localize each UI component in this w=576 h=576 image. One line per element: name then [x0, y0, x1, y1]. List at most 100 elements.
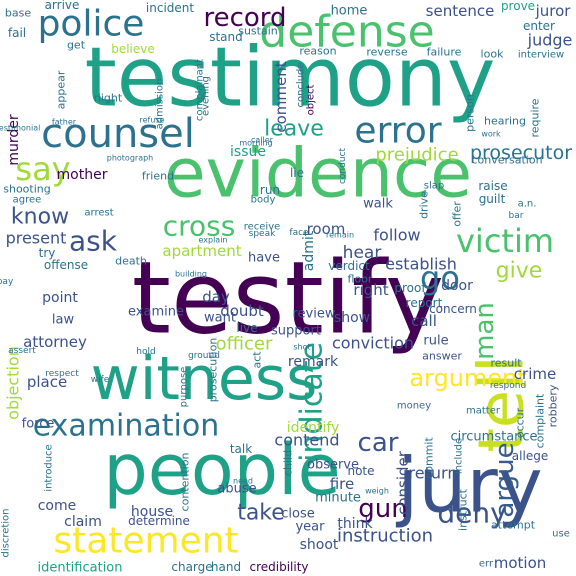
- cloud-word-give: give: [496, 259, 543, 284]
- cloud-word-prove: prove: [501, 0, 535, 13]
- cloud-word-statement: statement: [53, 521, 238, 562]
- cloud-word-police: police: [38, 4, 145, 45]
- cloud-word-hearing: hearing: [484, 115, 526, 128]
- cloud-word-determine: determine: [128, 514, 190, 528]
- cloud-word-car: car: [358, 428, 399, 458]
- cloud-word-argument: argument: [409, 364, 526, 392]
- cloud-word-report: report: [406, 296, 443, 310]
- cloud-word-victim: victim: [456, 222, 554, 260]
- cloud-word-floor: floor: [348, 273, 373, 286]
- cloud-word-remain: remain: [326, 231, 354, 240]
- cloud-word-enter: enter: [523, 19, 555, 33]
- cloud-word-failure: failure: [427, 46, 462, 59]
- cloud-word-object: object: [306, 85, 317, 116]
- cloud-word-point: point: [42, 290, 78, 306]
- cloud-word-face: face: [289, 228, 309, 238]
- cloud-word-death: death: [115, 255, 147, 268]
- cloud-word-purpose: purpose: [179, 367, 190, 408]
- cloud-word-matter: matter: [466, 406, 501, 417]
- cloud-word-arrest: arrest: [84, 208, 113, 219]
- cloud-word-think: think: [337, 516, 373, 532]
- cloud-word-establish: establish: [385, 255, 457, 274]
- cloud-word-try: try: [39, 246, 56, 260]
- cloud-word-fire: fire: [330, 475, 355, 493]
- cloud-word-result: result: [490, 357, 522, 370]
- cloud-word-slap: slap: [424, 181, 444, 192]
- cloud-word-attorney: attorney: [23, 333, 87, 351]
- cloud-word-ask: ask: [69, 225, 118, 258]
- cloud-word-examination: examination: [33, 409, 220, 444]
- cloud-word-agree: agree: [13, 195, 42, 206]
- cloud-word-consider: consider: [394, 450, 412, 515]
- cloud-word-complaint: complaint: [534, 393, 547, 448]
- cloud-word-arrive: arrive: [45, 0, 80, 12]
- cloud-word-law: law: [52, 313, 75, 328]
- cloud-word-assert: assert: [8, 346, 36, 356]
- cloud-word-talk: talk: [230, 442, 252, 456]
- cloud-word-verdict: verdict: [328, 259, 370, 273]
- cloud-word-close: close: [281, 507, 314, 522]
- cloud-word-friend: friend: [142, 170, 174, 183]
- cloud-word-conduct: conduct: [338, 148, 348, 185]
- cloud-word-get: get: [67, 39, 86, 52]
- cloud-word-objection: objection: [4, 346, 23, 420]
- cloud-word-doubt: doubt: [220, 302, 264, 320]
- cloud-word-place: place: [27, 373, 67, 391]
- cloud-word-murder: murder: [6, 114, 22, 166]
- cloud-word-house: house: [131, 504, 173, 520]
- cloud-word-minute: minute: [315, 491, 361, 506]
- cloud-word-right: right: [353, 281, 388, 299]
- cloud-word-guilt: guilt: [479, 192, 506, 206]
- cloud-word-juror: juror: [535, 2, 572, 20]
- cloud-word-leave: leave: [264, 117, 324, 142]
- cloud-word-motion: motion: [494, 554, 547, 572]
- cloud-word-return: return: [409, 464, 458, 483]
- cloud-word-charge: charge: [171, 560, 212, 574]
- cloud-word-call: call: [411, 312, 437, 330]
- cloud-word-base: base: [5, 7, 31, 20]
- cloud-word-photograph: photograph: [107, 154, 154, 163]
- cloud-word-need: need: [233, 477, 253, 486]
- cloud-word-caller: caller: [251, 136, 274, 145]
- cloud-word-stand: stand: [209, 30, 243, 44]
- cloud-word-apartment: apartment: [162, 242, 241, 260]
- cloud-word-judge: judge: [527, 31, 573, 50]
- cloud-word-act: act: [251, 351, 264, 369]
- cloud-word-day: day: [202, 288, 230, 306]
- cloud-word-wife: wife: [91, 375, 110, 385]
- cloud-word-incident: incident: [146, 1, 194, 15]
- cloud-word-instruction: instruction: [337, 526, 433, 547]
- cloud-word-walk: walk: [363, 197, 393, 212]
- cloud-word-live: live: [236, 321, 257, 335]
- cloud-word-door: door: [441, 278, 473, 294]
- cloud-word-note: note: [347, 464, 374, 478]
- cloud-word-go: go: [420, 259, 460, 297]
- cloud-word-father: father: [52, 118, 77, 127]
- cloud-word-crime: crime: [514, 365, 556, 383]
- cloud-word-have: have: [248, 251, 280, 266]
- cloud-word-pay: pay: [0, 277, 14, 287]
- cloud-word-allege: allege: [512, 449, 548, 463]
- cloud-word-conversation: conversation: [471, 154, 542, 167]
- cloud-word-evidence: evidence: [164, 135, 472, 214]
- cloud-word-testimony: testimony: [85, 31, 496, 126]
- cloud-word-a-n: a.n.: [518, 199, 537, 210]
- cloud-word-ground: ground: [188, 351, 220, 361]
- cloud-word-require: require: [529, 98, 542, 137]
- cloud-word-weigh: weigh: [365, 487, 389, 496]
- cloud-word-fail: fail: [8, 26, 26, 40]
- cloud-word-force: force: [22, 417, 55, 432]
- cloud-word-bar: bar: [509, 211, 524, 221]
- cloud-word-sustain: sustain: [238, 25, 278, 38]
- cloud-word-cross: cross: [163, 210, 236, 243]
- cloud-word-sentence: sentence: [426, 2, 495, 20]
- cloud-word-observe: observe: [307, 458, 359, 473]
- cloud-word-man: man: [470, 302, 500, 360]
- cloud-word-explain: explain: [198, 236, 227, 245]
- cloud-word-introduce: introduce: [44, 444, 55, 491]
- cloud-word-complainant: complainant: [195, 59, 206, 121]
- cloud-word-concern: concern: [429, 302, 477, 316]
- cloud-word-shoot: shoot: [300, 537, 339, 553]
